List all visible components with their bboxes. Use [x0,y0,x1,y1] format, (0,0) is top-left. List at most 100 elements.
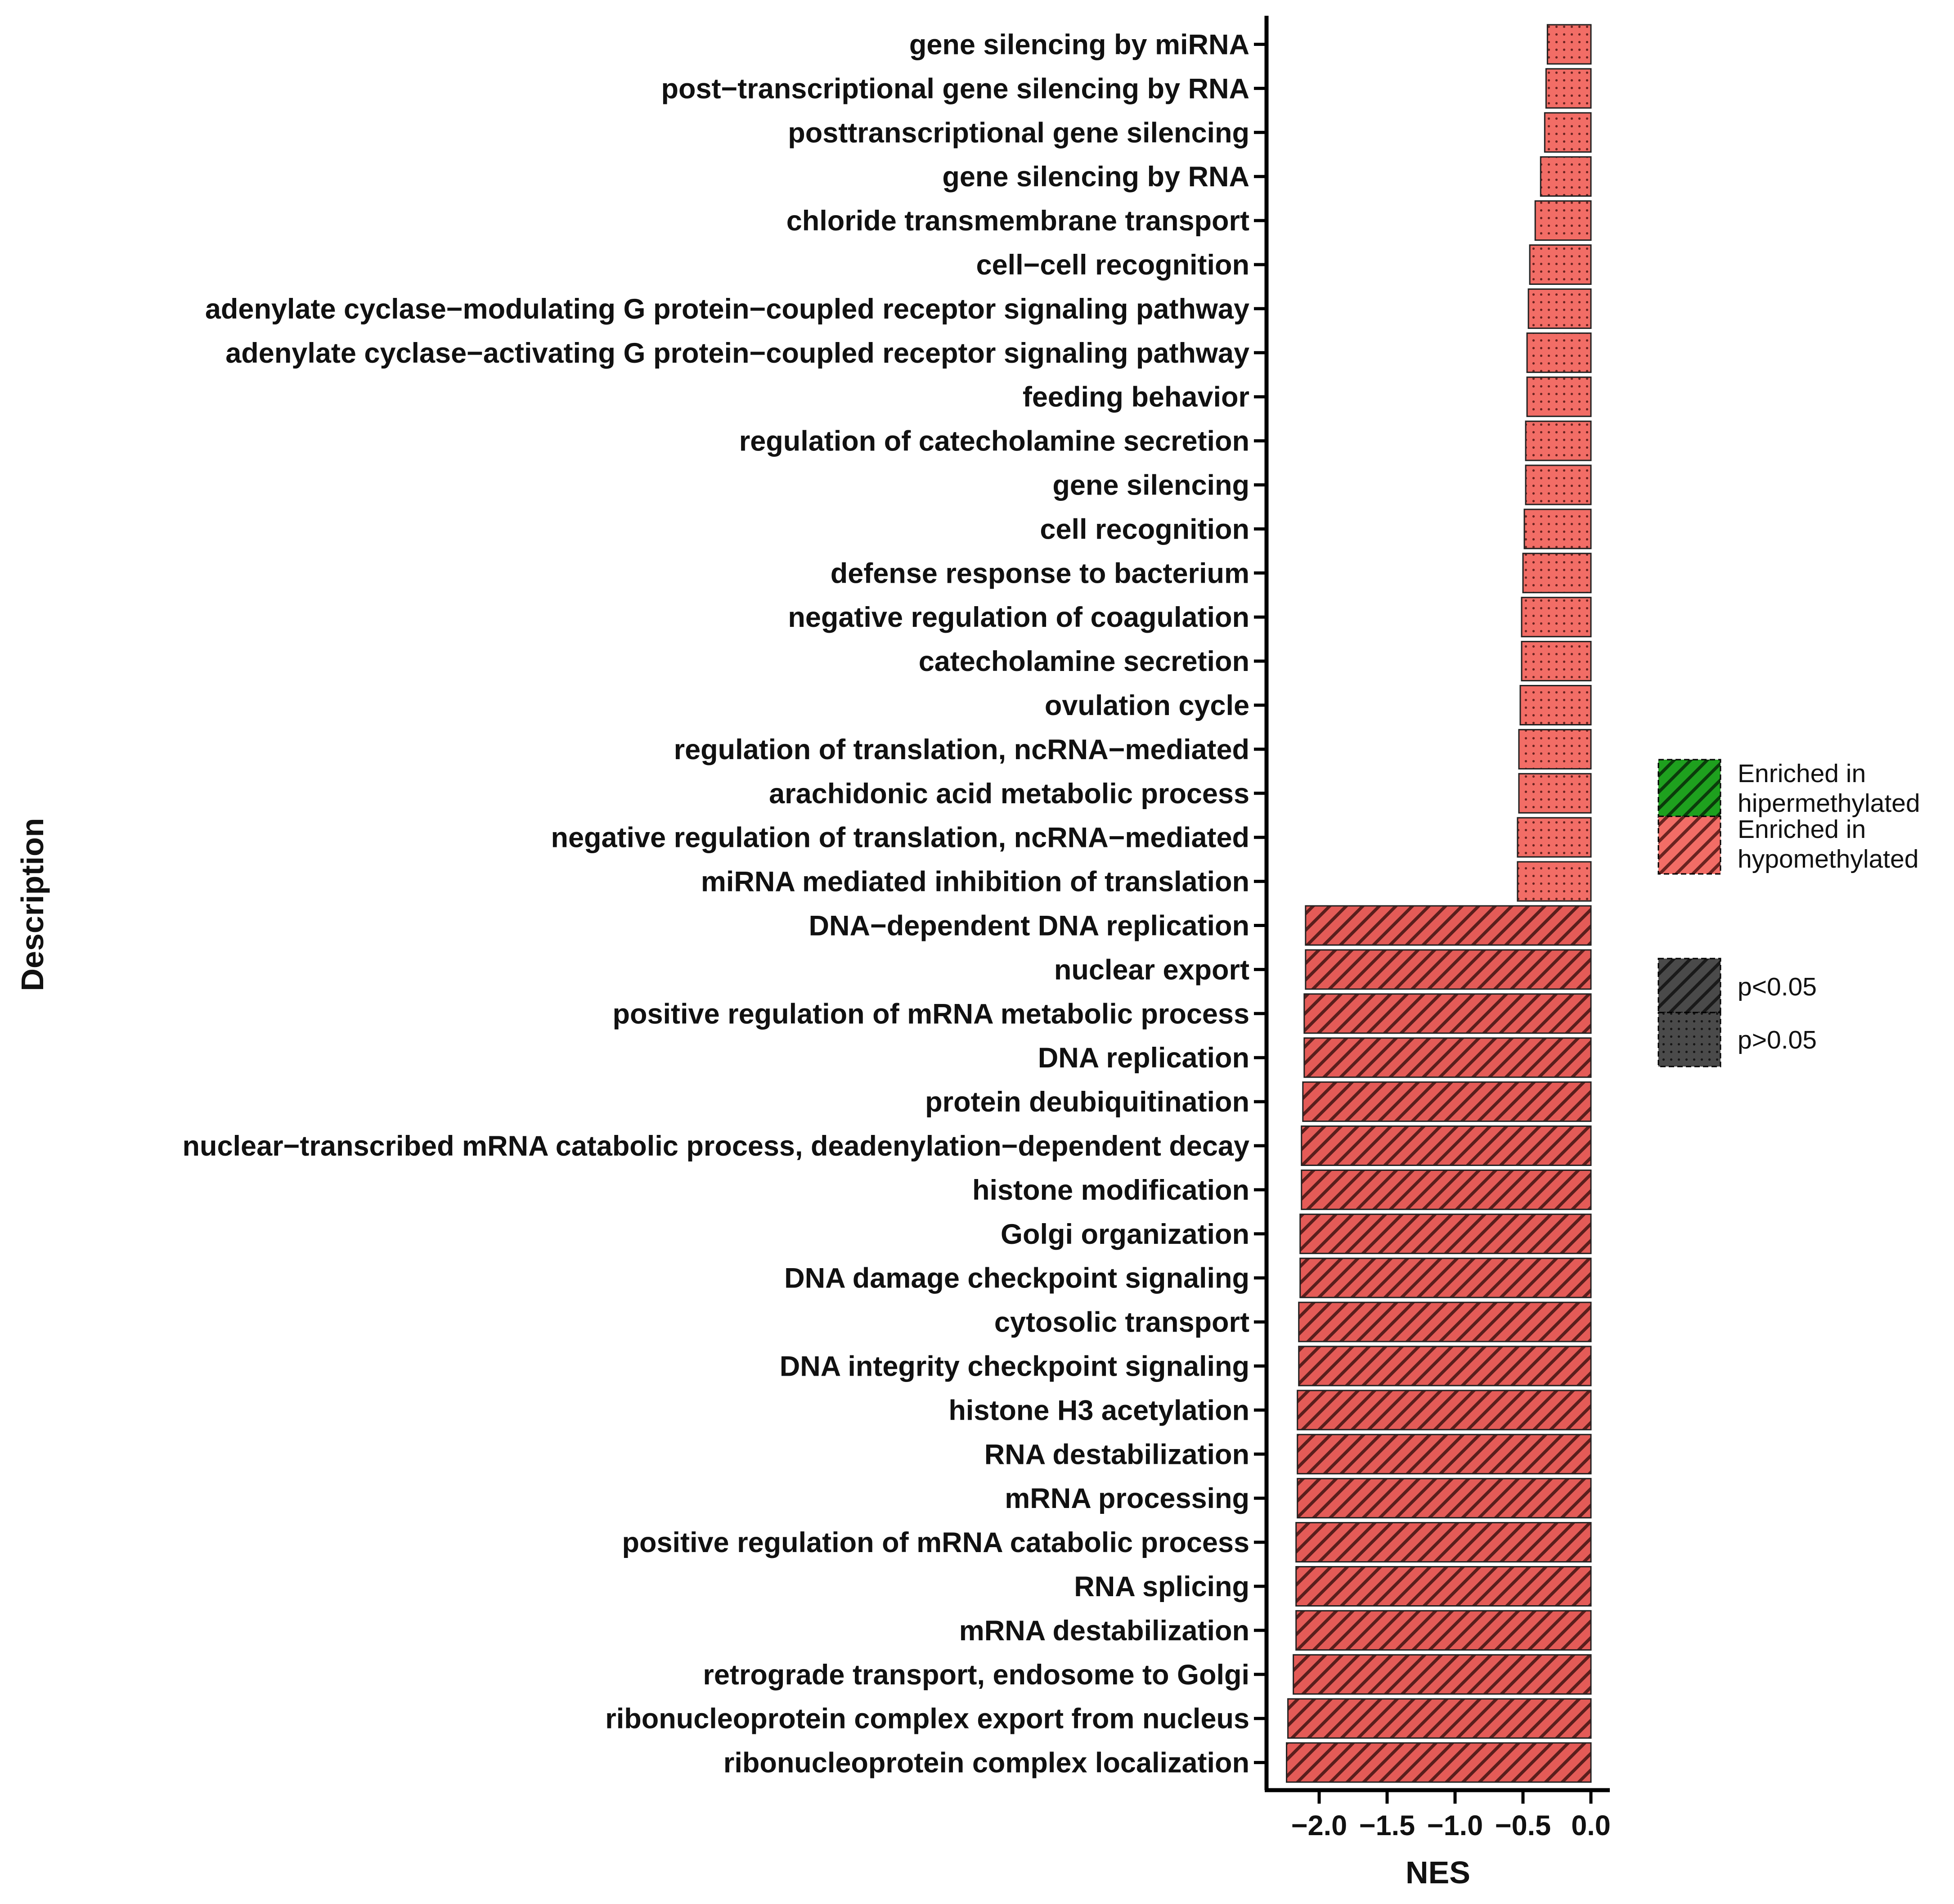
category-ticks-group [1254,43,1267,1764]
bar-34 [1297,1478,1592,1519]
category-label: regulation of catecholamine secretion [739,426,1249,457]
bar-25 [1302,1081,1592,1122]
bar-28 [1299,1213,1592,1254]
bar-12 [1523,509,1592,549]
category-label: posttranscriptional gene silencing [788,117,1249,149]
bar-39 [1287,1698,1592,1739]
legend: Enriched in hipermethylated Enriched in … [1658,759,1920,1067]
bar-6 [1529,244,1592,285]
y-axis-title: Description [15,818,50,991]
category-label: ribonucleoprotein complex export from nu… [605,1703,1249,1735]
bar-16 [1519,685,1592,725]
legend-swatch-hipermethylated [1658,759,1721,818]
x-tick-label: −1.0 [1427,1810,1483,1841]
category-label: DNA integrity checkpoint signaling [780,1351,1249,1382]
x-ticks-group: −2.0 −1.5 −1.0 −0.5 0.0 [1291,1790,1611,1841]
category-label: nuclear export [1054,954,1249,986]
category-label: arachidonic acid metabolic process [769,778,1249,810]
bars-group [1286,24,1592,1783]
category-label: negative regulation of translation, ncRN… [551,822,1249,854]
bar-7 [1527,288,1592,329]
bar-10 [1525,420,1592,461]
legend-label-hipermethylated: Enriched in hipermethylated [1738,759,1920,818]
bar-3 [1544,112,1592,153]
bar-38 [1293,1654,1592,1695]
bar-11 [1525,464,1592,505]
bar-2 [1545,68,1592,109]
category-label: adenylate cyclase−modulating G protein−c… [205,293,1249,325]
x-tick-label: −1.5 [1359,1810,1415,1841]
bar-33 [1297,1434,1592,1475]
category-label: gene silencing by miRNA [909,29,1249,61]
category-label: nuclear−transcribed mRNA catabolic proce… [183,1130,1249,1162]
bar-8 [1526,332,1592,373]
bar-22 [1305,949,1592,990]
bar-29 [1299,1257,1592,1298]
x-axis-title: NES [1406,1855,1470,1890]
category-label: feeding behavior [1023,382,1249,413]
category-label: mRNA processing [1005,1483,1249,1514]
x-tick-label: −2.0 [1291,1810,1347,1841]
bar-27 [1301,1169,1592,1210]
legend-label-significant: p<0.05 [1738,972,1817,1001]
bar-20 [1517,861,1592,902]
category-label: cell−cell recognition [976,249,1249,281]
category-label: mRNA destabilization [959,1615,1249,1647]
category-label: DNA−dependent DNA replication [809,910,1249,942]
category-label: regulation of translation, ncRNA−mediate… [674,734,1249,765]
category-label: RNA splicing [1074,1571,1249,1602]
legend-swatch-significant [1658,958,1721,1013]
x-tick-label: −0.5 [1495,1810,1551,1841]
bar-9 [1526,376,1592,417]
category-label: histone modification [972,1175,1249,1206]
category-label: gene silencing by RNA [942,161,1249,193]
category-label: chloride transmembrane transport [786,205,1249,237]
bar-15 [1521,641,1592,682]
category-label: protein deubiquitination [925,1086,1249,1118]
category-label: DNA damage checkpoint signaling [784,1263,1249,1294]
category-label: negative regulation of coagulation [788,602,1249,633]
category-label: adenylate cyclase−activating G protein−c… [225,338,1249,369]
category-label: catecholamine secretion [919,646,1249,677]
bar-31 [1298,1346,1592,1386]
category-label: positive regulation of mRNA catabolic pr… [622,1527,1249,1558]
category-label: post−transcriptional gene silencing by R… [661,73,1250,104]
category-label: Golgi organization [1001,1219,1249,1250]
category-label: ribonucleoprotein complex localization [723,1747,1249,1779]
bar-17 [1518,729,1592,770]
legend-label-not-significant: p>0.05 [1738,1026,1817,1054]
legend-swatch-not-significant [1658,1012,1721,1067]
bar-19 [1517,817,1592,858]
bar-26 [1301,1125,1592,1166]
category-label: gene silencing [1052,470,1249,501]
bar-14 [1521,597,1592,638]
legend-label-hypomethylated: Enriched in hypomethylated [1738,815,1918,873]
category-label: ovulation cycle [1045,690,1249,721]
bar-23 [1303,993,1592,1034]
x-tick-label: 0.0 [1571,1810,1611,1841]
bar-4 [1540,156,1592,197]
category-labels-group: gene silencing by miRNA post−transcriptio… [183,29,1249,1779]
category-label: cytosolic transport [994,1307,1249,1338]
category-label: miRNA mediated inhibition of translation [701,866,1249,898]
category-label: retrograde transport, endosome to Golgi [703,1659,1249,1691]
bar-37 [1295,1610,1592,1651]
category-label: cell recognition [1040,513,1249,545]
bar-13 [1522,553,1592,594]
category-label: histone H3 acetylation [948,1395,1249,1426]
bar-18 [1518,773,1592,814]
bar-36 [1295,1566,1592,1607]
bar-40 [1286,1742,1592,1783]
category-label: defense response to bacterium [831,558,1249,589]
bar-24 [1303,1037,1592,1078]
category-label: positive regulation of mRNA metabolic pr… [613,998,1249,1030]
category-label: RNA destabilization [984,1439,1249,1470]
bar-30 [1298,1301,1592,1342]
bar-1 [1546,24,1592,65]
bar-21 [1305,905,1592,946]
legend-swatch-hypomethylated [1658,815,1721,875]
bar-35 [1295,1522,1592,1563]
bar-32 [1297,1390,1592,1431]
bar-5 [1534,200,1592,241]
